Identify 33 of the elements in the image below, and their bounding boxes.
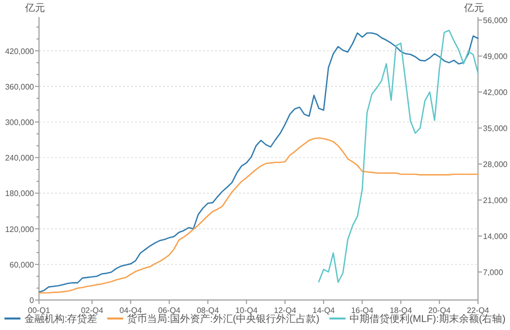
y-tick-label: 360,000 <box>5 82 35 92</box>
y2-tick-label: 28,000 <box>483 160 508 170</box>
y-tick-label: 420,000 <box>5 46 35 56</box>
x-tick-label: 04-Q4 <box>120 306 142 315</box>
y-tick-label: 240,000 <box>5 154 35 163</box>
x-tick-label: 08-Q4 <box>196 306 220 315</box>
x-tick-label: 12-Q4 <box>274 306 297 315</box>
x-tick-label: 02-Q4 <box>80 306 104 315</box>
x-tick-label: 20-Q4 <box>428 306 452 315</box>
y-axis-title: 亿元 <box>24 3 45 14</box>
x-tick-label: 06-Q4 <box>158 306 181 315</box>
y-tick-label: 180,000 <box>5 189 35 198</box>
legend-label: 货币当局:国外资产:外汇(中央银行外汇占款) <box>127 313 320 325</box>
y2-tick-label: 14,000 <box>483 232 508 241</box>
y-tick-label: 0 <box>30 296 35 305</box>
y2-tick-label: 49,000 <box>483 52 508 62</box>
y-tick-label: 120,000 <box>5 224 35 234</box>
y2-tick-label: 42,000 <box>483 88 508 98</box>
y2-tick-label: 7,000 <box>483 268 504 277</box>
legend-label: 金融机构:存贷差 <box>24 313 98 325</box>
y2-tick-label: 21,000 <box>483 196 508 206</box>
legend-label: 中期借贷便利(MLF):期末余额(右轴) <box>349 313 506 325</box>
x-tick-label: 00-Q1 <box>28 306 51 315</box>
y-tick-label: 300,000 <box>5 118 35 128</box>
y2-axis-title: 亿元 <box>463 3 484 14</box>
x-tick-label: 22-Q4 <box>466 306 490 315</box>
x-tick-label: 14-Q4 <box>312 306 336 315</box>
y2-tick-label: 56,000 <box>483 16 508 26</box>
y2-tick-label: 35,000 <box>483 124 508 134</box>
x-tick-label: 16-Q4 <box>351 306 374 315</box>
x-tick-label: 18-Q4 <box>390 306 412 315</box>
y-tick-label: 60,000 <box>10 260 35 270</box>
x-tick-label: 10-Q4 <box>235 306 258 315</box>
